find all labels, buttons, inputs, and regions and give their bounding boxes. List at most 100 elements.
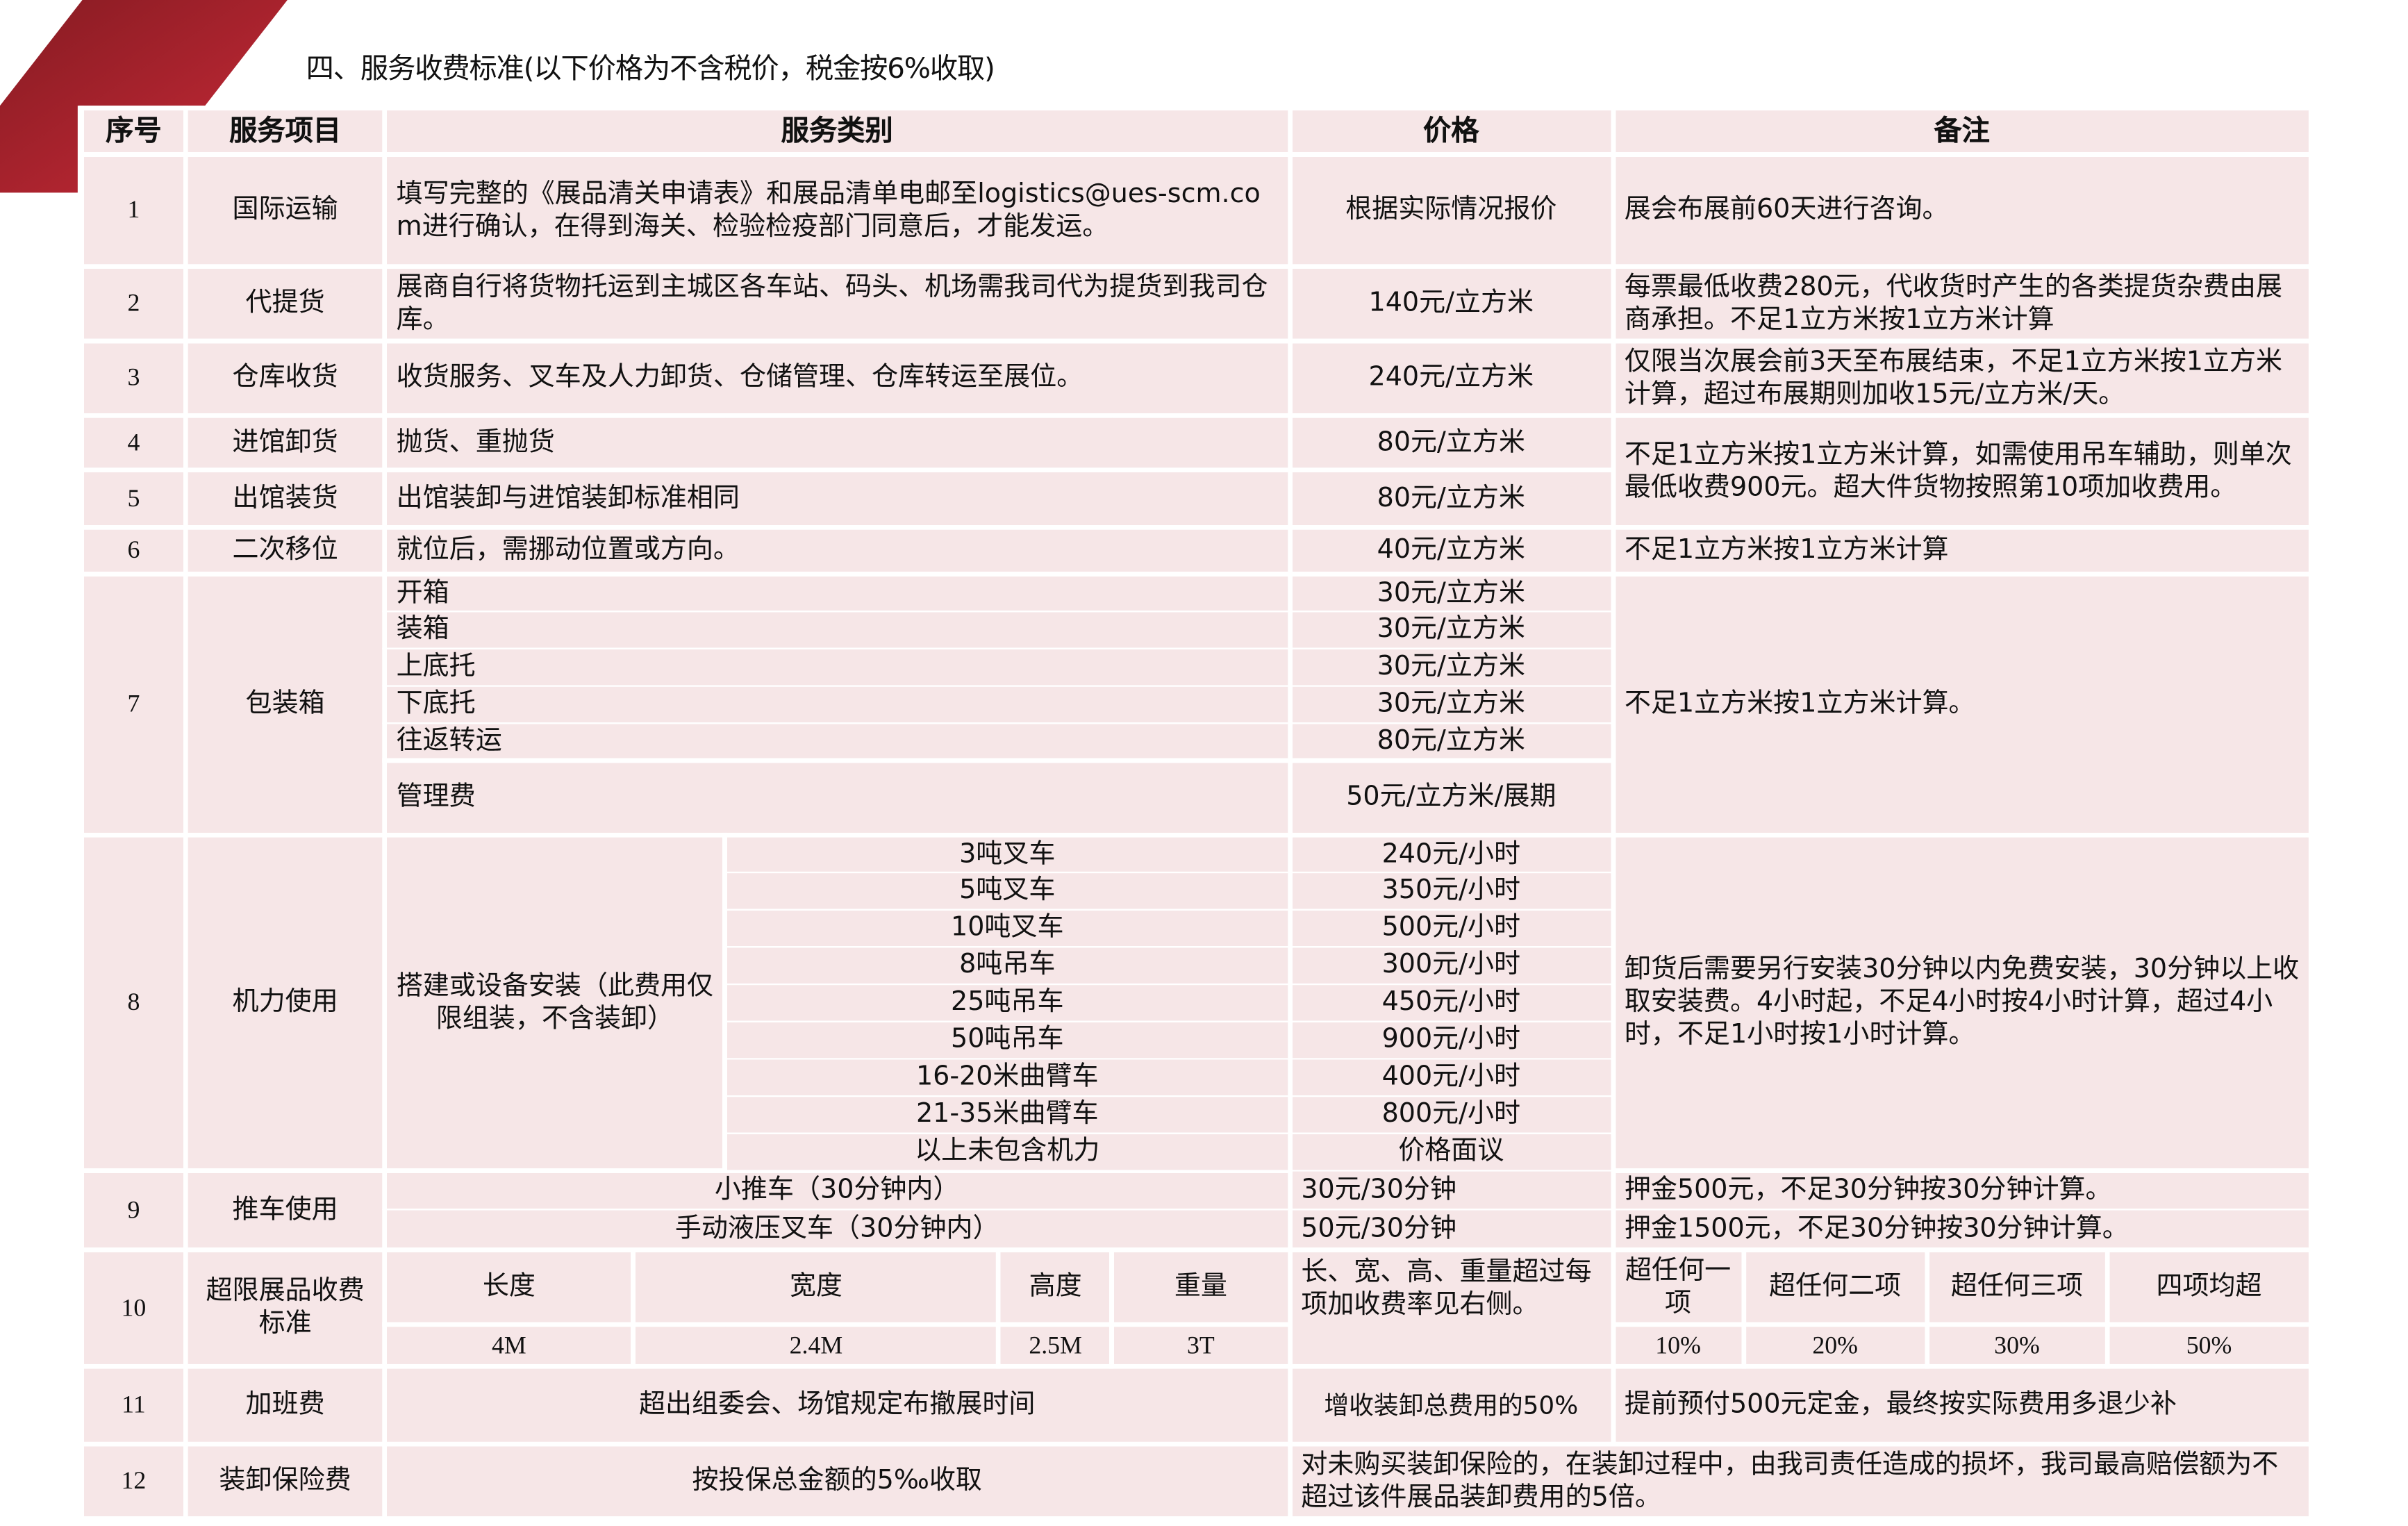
sub-price: 450元/小时 (1287, 983, 1616, 1022)
table-row: 4 进馆卸货 抛货、重抛货 80元/立方米 不足1立方米按1立方米计算，如需使用… (79, 413, 2314, 530)
sub-price: 30元/立方米 (1287, 685, 1616, 724)
table-row: 2 代提货 展商自行将货物托运到主城区各车站、码头、机场需我司代为提货到我司仓库… (79, 264, 2314, 344)
header-remark: 备注 (1610, 106, 2314, 157)
rate-value: 30% (1924, 1322, 2110, 1369)
row-item: 推车使用 (183, 1168, 388, 1252)
row-no: 10 (79, 1247, 188, 1369)
sub-category: 开箱 (382, 573, 1292, 613)
row-category: 就位后，需挪动位置或方向。 (382, 525, 1292, 577)
table-row: 7 包装箱 开箱 30元/立方米 不足1立方米按1立方米计算。 (79, 572, 2314, 838)
row-price: 根据实际情况报价 (1287, 152, 1616, 269)
table-row: 3 仓库收货 收货服务、叉车及人力卸货、仓储管理、仓库转运至展位。 240元/立… (79, 338, 2314, 418)
row-remark: 仅限当次展会前3天至布展结束，不足1立方米按1立方米计算，超过布展期则加收15元… (1610, 338, 2314, 418)
sub-remark: 押金1500元，不足30分钟按30分钟计算。 (1610, 1209, 2314, 1251)
sub-price: 30元/立方米 (1287, 573, 1616, 613)
sub-category: 8吨吊车 (722, 946, 1292, 986)
dim-value: 3T (1109, 1322, 1292, 1369)
row-item: 加班费 (183, 1363, 388, 1447)
row-category: 填写完整的《展品清关申请表》和展品清单电邮至logistics@ues-scm.… (382, 152, 1292, 269)
row-price: 140元/立方米 (1287, 264, 1616, 344)
row-price: 增收装卸总费用的50% (1287, 1363, 1616, 1447)
sub-price: 300元/小时 (1287, 946, 1616, 986)
row-remark: 不足1立方米按1立方米计算，如需使用吊车辅助，则单次最低收费900元。超大件货物… (1610, 413, 2314, 530)
rate-value: 50% (2104, 1322, 2314, 1369)
row-item: 机力使用 (183, 832, 388, 1173)
row-price: 长、宽、高、重量超过每项加收费率见右侧。 (1287, 1247, 1616, 1369)
row-no: 4 (79, 413, 188, 472)
sub-price: 350元/小时 (1287, 871, 1616, 911)
sub-category: 往返转运 (382, 722, 1292, 762)
row-remark: 不足1立方米按1立方米计算。 (1610, 572, 2314, 838)
sub-category: 16-20米曲臂车 (722, 1058, 1292, 1097)
sub-price: 30元/立方米 (1287, 611, 1616, 649)
row-no: 8 (79, 832, 188, 1173)
sub-category: 小推车（30分钟内） (382, 1170, 1292, 1211)
table-row: 6 二次移位 就位后，需挪动位置或方向。 40元/立方米 不足1立方米按1立方米… (79, 525, 2314, 577)
row-no: 6 (79, 525, 188, 577)
sub-price: 400元/小时 (1287, 1058, 1616, 1097)
sub-category: 手动液压叉车（30分钟内） (382, 1209, 1292, 1251)
header-item: 服务项目 (183, 106, 388, 157)
dim-label: 宽度 (631, 1247, 1002, 1327)
sub-price: 80元/立方米 (1287, 722, 1616, 762)
sub-category: 上底托 (382, 647, 1292, 687)
row-remark: 对未购买装卸保险的，在装卸过程中，由我司责任造成的损坏，我司最高赔偿额为不超过该… (1287, 1441, 2314, 1521)
row-remark: 不足1立方米按1立方米计算 (1610, 525, 2314, 577)
row-no: 1 (79, 152, 188, 269)
row-price: 80元/立方米 (1287, 413, 1616, 472)
row-category: 按投保总金额的5‰收取 (382, 1441, 1292, 1521)
row-item: 装卸保险费 (183, 1441, 388, 1521)
row-item: 国际运输 (183, 152, 388, 269)
row-remark: 提前预付500元定金，最终按实际费用多退少补 (1610, 1363, 2314, 1447)
sub-category: 50吨吊车 (722, 1020, 1292, 1060)
rate-label: 超任何二项 (1741, 1247, 1929, 1327)
row-price: 240元/立方米 (1287, 338, 1616, 418)
dim-value: 4M (382, 1322, 636, 1369)
row-item: 代提货 (183, 264, 388, 344)
rate-label: 超任何三项 (1924, 1247, 2110, 1327)
sub-category: 10吨叉车 (722, 909, 1292, 948)
rate-value: 10% (1610, 1322, 1746, 1369)
dim-label: 重量 (1109, 1247, 1292, 1327)
row-category: 展商自行将货物托运到主城区各车站、码头、机场需我司代为提货到我司仓库。 (382, 264, 1292, 344)
row-price: 80元/立方米 (1287, 467, 1616, 530)
sub-price: 800元/小时 (1287, 1095, 1616, 1134)
header-no: 序号 (79, 106, 188, 157)
sub-price: 30元/立方米 (1287, 647, 1616, 687)
sub-category: 3吨叉车 (722, 834, 1292, 874)
table-row: 1 国际运输 填写完整的《展品清关申请表》和展品清单电邮至logistics@u… (79, 152, 2314, 269)
table-row: 10 超限展品收费标准 长度 宽度 高度 重量 长、宽、高、重量超过每项加收费率… (79, 1247, 2314, 1369)
row-remark: 卸货后需要另行安装30分钟以内免费安装，30分钟以上收取安装费。4小时起，不足4… (1610, 832, 2314, 1173)
fee-table: 序号 服务项目 服务类别 价格 备注 1 国际运输 填写完整的《展品清关申请表》… (79, 106, 2314, 1521)
row-price: 40元/立方米 (1287, 525, 1616, 577)
sub-category: 下底托 (382, 685, 1292, 724)
sub-price: 500元/小时 (1287, 909, 1616, 948)
row-category: 搭建或设备安装（此费用仅限组装，不含装卸） (382, 832, 728, 1173)
dim-label: 高度 (996, 1247, 1115, 1327)
sub-category: 25吨吊车 (722, 983, 1292, 1022)
table-row: 9 推车使用 小推车（30分钟内） 30元/30分钟 押金500元，不足30分钟… (79, 1168, 2314, 1252)
row-category: 超出组委会、场馆规定布撤展时间 (382, 1363, 1292, 1447)
corner-decoration (0, 0, 288, 193)
row-item: 仓库收货 (183, 338, 388, 418)
row-category: 抛货、重抛货 (382, 413, 1292, 472)
row-no: 2 (79, 264, 188, 344)
table-row: 12 装卸保险费 按投保总金额的5‰收取 对未购买装卸保险的，在装卸过程中，由我… (79, 1441, 2314, 1521)
row-remark: 每票最低收费280元，代收货时产生的各类提货杂费由展商承担。不足1立方米按1立方… (1610, 264, 2314, 344)
row-no: 3 (79, 338, 188, 418)
sub-category: 管理费 (382, 758, 1292, 838)
sub-remark: 押金500元，不足30分钟按30分钟计算。 (1610, 1170, 2314, 1211)
row-no: 5 (79, 467, 188, 530)
sub-category: 装箱 (382, 611, 1292, 649)
row-category: 出馆装卸与进馆装卸标准相同 (382, 467, 1292, 530)
row-remark: 展会布展前60天进行咨询。 (1610, 152, 2314, 269)
row-no: 9 (79, 1168, 188, 1252)
rate-label: 超任何一项 (1610, 1247, 1746, 1327)
row-category: 收货服务、叉车及人力卸货、仓储管理、仓库转运至展位。 (382, 338, 1292, 418)
rate-label: 四项均超 (2104, 1247, 2314, 1327)
sub-price: 30元/30分钟 (1287, 1170, 1616, 1211)
row-item: 包装箱 (183, 572, 388, 838)
header-category: 服务类别 (382, 106, 1292, 157)
table-row: 8 机力使用 搭建或设备安装（此费用仅限组装，不含装卸） 3吨叉车 240元/小… (79, 832, 2314, 1173)
